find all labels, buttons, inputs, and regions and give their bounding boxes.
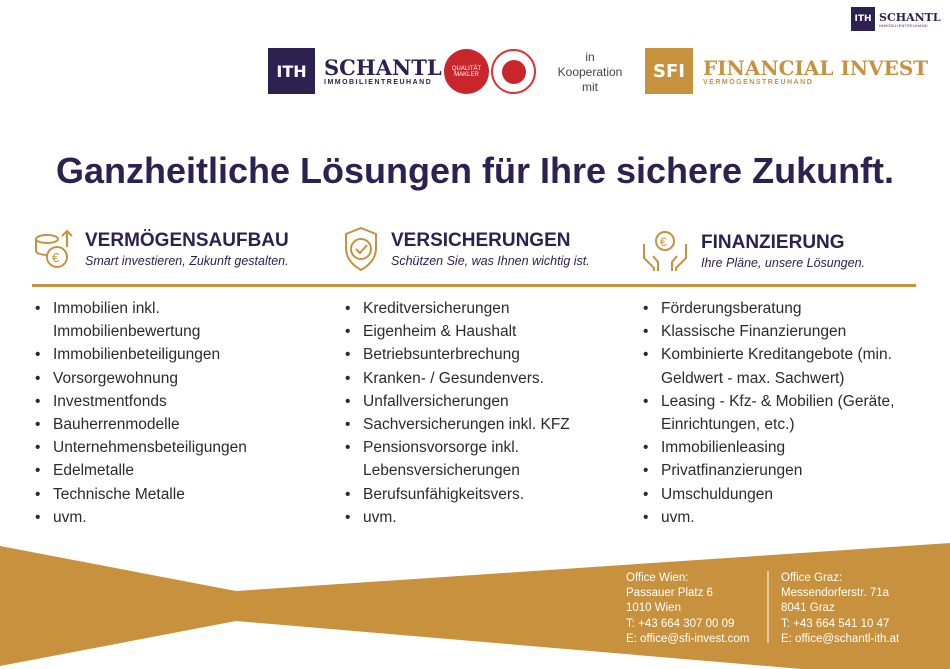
office-title: Office Wien: <box>626 572 689 584</box>
subheading: Ihre Pläne, unsere Lösungen. <box>701 256 866 270</box>
column-heading-versicherungen: VERSICHERUNGEN Schützen Sie, was Ihnen wi… <box>343 226 590 272</box>
heading: VERMÖGENSAUFBAU <box>85 230 289 251</box>
office-street: Passauer Platz 6 <box>626 587 713 600</box>
list-item: Immobilienleasing <box>643 436 913 459</box>
badge-text: QUALITÄT MAKLER <box>451 65 482 78</box>
list-item: Unfallversicherungen <box>345 390 595 413</box>
vermoegensaufbau-list: Immobilien inkl. ImmobilienbewertungImmo… <box>35 297 275 529</box>
sfi-logo: SFI FINANCIAL INVEST VERMÖGENSTREUHAND <box>645 48 928 94</box>
corner-schantl-logo: ITH SCHANTL IMMOBILIENTREUHAND <box>851 7 941 31</box>
list-item: Eigenheim & Haushalt <box>345 320 595 343</box>
list-item: Vorsorgewohnung <box>35 367 275 390</box>
list-item: Kranken- / Gesundenvers. <box>345 367 595 390</box>
ith-logo-mark: ITH <box>268 48 315 94</box>
coop-line: in <box>585 50 595 64</box>
office-graz: Office Graz: Messendorferstr. 71a 8041 G… <box>781 571 899 647</box>
office-street: Messendorferstr. 71a <box>781 587 890 600</box>
list-item: Betriebsunterbrechung <box>345 343 595 366</box>
list-item: Privatfinanzierungen <box>643 459 913 482</box>
corner-logo-subtitle: IMMOBILIENTREUHAND <box>879 23 929 28</box>
list-item: Klassische Finanzierungen <box>643 320 913 343</box>
list-item: uvm. <box>35 506 275 529</box>
subheading: Schützen Sie, was Ihnen wichtig ist. <box>391 254 590 268</box>
shield-check-icon <box>345 226 377 272</box>
list-item: Kombinierte Kreditangebote (min. Geldwer… <box>643 343 913 389</box>
office-email[interactable]: E: office@schantl-ith.at <box>781 632 900 645</box>
list-item: Edelmetalle <box>35 459 275 482</box>
sfi-name: FINANCIAL INVEST <box>703 55 929 80</box>
list-item: uvm. <box>643 506 913 529</box>
list-item: Immobilienbeteiligungen <box>35 343 275 366</box>
list-item: uvm. <box>345 506 595 529</box>
list-item: Unternehmensbeteiligungen <box>35 436 275 459</box>
subheading: Smart investieren, Zukunft gestalten. <box>85 254 289 268</box>
office-city: 1010 Wien <box>626 602 681 615</box>
schantl-name: SCHANTL <box>324 54 442 80</box>
office-phone[interactable]: T: +43 664 541 10 47 <box>781 617 890 630</box>
column-heading-finanzierung: € FINANZIERUNG Ihre Pläne, unsere Lösunge… <box>641 230 865 272</box>
office-wien: Office Wien: Passauer Platz 6 1010 Wien … <box>626 571 749 647</box>
office-email[interactable]: E: office@sfi-invest.com <box>626 632 750 645</box>
list-item: Pensionsvorsorge inkl. Lebensversicherun… <box>345 436 595 482</box>
gold-divider <box>32 284 916 287</box>
hands-euro-icon: € <box>643 231 687 271</box>
list-item: Kreditversicherungen <box>345 297 595 320</box>
list-item: Sachversicherungen inkl. KFZ <box>345 413 595 436</box>
sfi-subtitle: VERMÖGENSTREUHAND <box>703 78 814 86</box>
schantl-subtitle: IMMOBILIENTREUHAND <box>324 78 433 86</box>
coop-line: mit <box>582 80 598 94</box>
list-item: Investmentfonds <box>35 390 275 413</box>
corner-logo-name: SCHANTL <box>879 10 941 24</box>
coop-line: Kooperation <box>557 65 623 79</box>
versicherungen-list: KreditversicherungenEigenheim & Haushalt… <box>345 297 595 529</box>
coins-euro-icon: € <box>35 229 73 268</box>
heading: FINANZIERUNG <box>701 232 845 253</box>
list-item: Förderungsberatung <box>643 297 913 320</box>
list-item: Technische Metalle <box>35 483 275 506</box>
eagle-icon <box>501 59 526 84</box>
schantl-logo: ITH SCHANTL IMMOBILIENTREUHAND <box>268 48 442 94</box>
column-heading-vermoegensaufbau: € VERMÖGENSAUFBAU Smart investieren, Zuku… <box>33 227 289 271</box>
heading: VERSICHERUNGEN <box>391 230 571 251</box>
office-city: 8041 Graz <box>781 602 835 615</box>
list-item: Leasing - Kfz- & Mobilien (Geräte, Einri… <box>643 390 913 436</box>
list-item: Immobilien inkl. Immobilienbewertung <box>35 297 275 343</box>
sfi-logo-mark: SFI <box>645 48 693 94</box>
austrian-seal-badge <box>491 49 536 94</box>
page-title: Ganzheitliche Lösungen für Ihre sichere … <box>55 150 895 191</box>
qualitaet-makler-badge: QUALITÄT MAKLER <box>444 49 489 94</box>
finanzierung-list: FörderungsberatungKlassische Finanzierun… <box>643 297 913 529</box>
office-phone[interactable]: T: +43 664 307 00 09 <box>626 617 735 630</box>
office-title: Office Graz: <box>781 572 843 584</box>
list-item: Berufsunfähigkeitsvers. <box>345 483 595 506</box>
list-item: Umschuldungen <box>643 483 913 506</box>
svg-text:€: € <box>52 250 60 265</box>
cooperation-text: in Kooperation mit <box>548 50 632 95</box>
ith-logo-mark: ITH <box>851 7 875 31</box>
svg-text:€: € <box>660 235 667 249</box>
list-item: Bauherrenmodelle <box>35 413 275 436</box>
